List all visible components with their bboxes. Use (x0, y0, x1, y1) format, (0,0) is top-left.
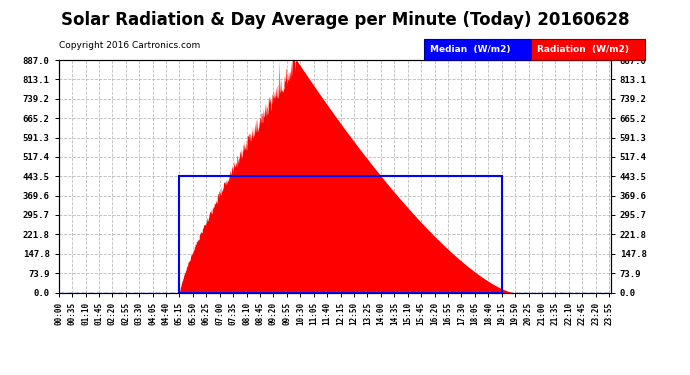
Text: Radiation  (W/m2): Radiation (W/m2) (537, 45, 629, 54)
Text: Median  (W/m2): Median (W/m2) (430, 45, 511, 54)
Bar (179, 176, 502, 292)
Text: Copyright 2016 Cartronics.com: Copyright 2016 Cartronics.com (59, 41, 200, 50)
Text: Solar Radiation & Day Average per Minute (Today) 20160628: Solar Radiation & Day Average per Minute… (61, 11, 629, 29)
